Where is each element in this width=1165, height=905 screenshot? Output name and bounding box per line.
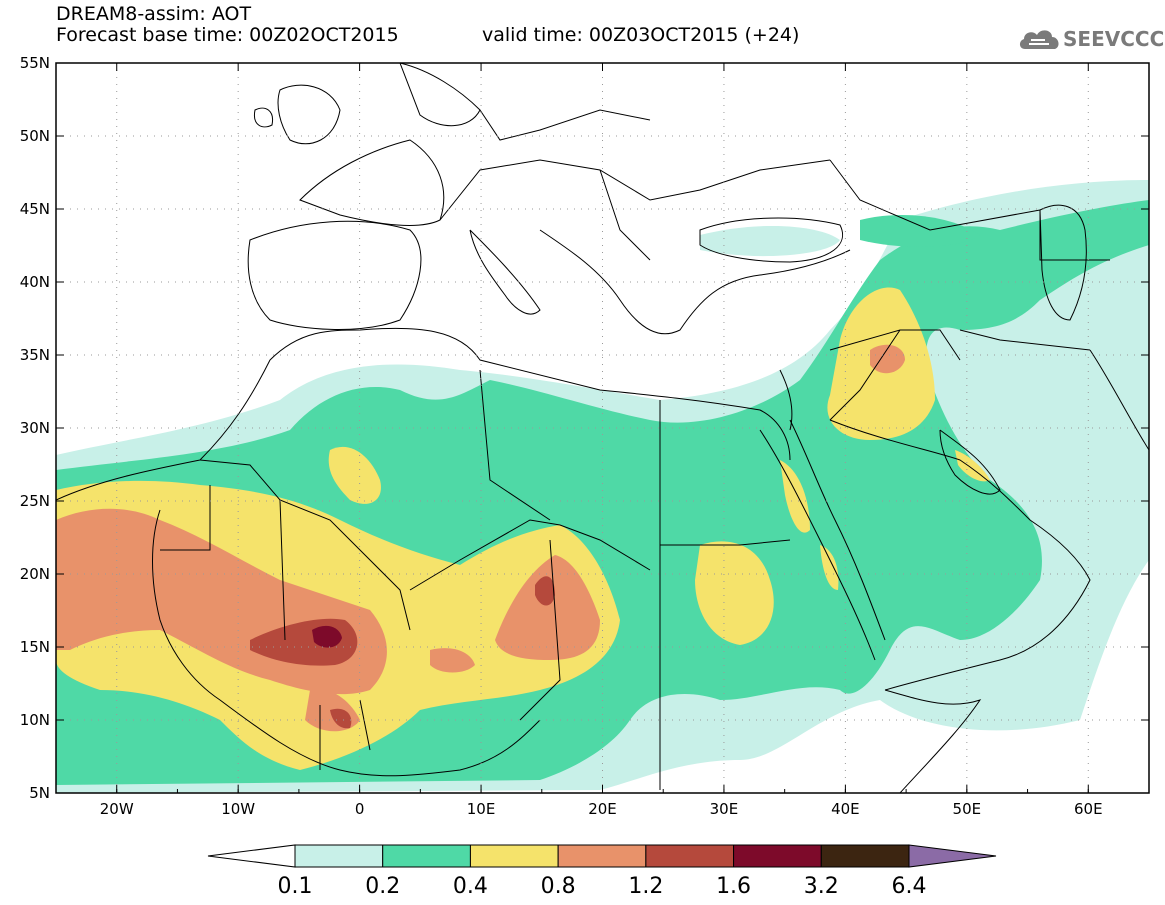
lon-label: 20E: [588, 800, 617, 818]
forecast-base-time: Forecast base time: 00Z02OCT2015: [56, 24, 399, 46]
colorbar-low-arrow: [207, 844, 296, 868]
colorbar-level-label: 6.4: [892, 874, 927, 899]
chart-title: DREAM8-assim: AOT: [56, 3, 252, 25]
aot-level-1-6: [312, 625, 342, 648]
lat-label: 25N: [20, 492, 50, 510]
axis-ticks: [55, 62, 1150, 794]
cloud-icon: [1019, 30, 1059, 49]
lon-label: 10E: [467, 800, 496, 818]
colorbar-box: [469, 844, 559, 868]
colorbar-level-label: 0.1: [278, 874, 313, 899]
lon-label: 0: [355, 800, 365, 818]
coastlines-and-borders: [56, 63, 1149, 793]
colorbar-box: [820, 844, 910, 868]
colorbar: [207, 844, 997, 868]
lon-label: 10W: [221, 800, 255, 818]
colorbar-level-label: 1.2: [628, 874, 663, 899]
valid-time: valid time: 00Z03OCT2015 (+24): [482, 24, 800, 46]
lat-label: 55N: [20, 54, 50, 72]
lon-label: 30E: [710, 800, 739, 818]
colorbar-level-label: 0.4: [453, 874, 488, 899]
lat-label: 15N: [20, 638, 50, 656]
colorbar-level-label: 0.2: [365, 874, 400, 899]
colorbar-box: [382, 844, 471, 868]
map-gridlines: [56, 63, 1149, 793]
lat-label: 5N: [29, 784, 50, 802]
longitude-labels: 20W 10W 0 10E 20E 30E 40E 50E 60E: [100, 800, 1103, 818]
colorbar-box: [294, 844, 384, 868]
lon-label: 20W: [100, 800, 134, 818]
colorbar-level-label: 1.6: [716, 874, 751, 899]
lat-label: 30N: [20, 419, 50, 437]
aot-contour-fields: [56, 180, 1149, 793]
colorbar-level-label: 3.2: [804, 874, 839, 899]
lat-label: 40N: [20, 273, 50, 291]
colorbar-box: [557, 844, 647, 868]
lat-label: 10N: [20, 711, 50, 729]
colorbar-box: [733, 844, 822, 868]
colorbar-labels: 0.1 0.2 0.4 0.8 1.2 1.6 3.2 6.4: [278, 874, 927, 899]
lon-label: 50E: [953, 800, 982, 818]
latitude-labels: 55N 50N 45N 40N 35N 30N 25N 20N 15N 10N 5N: [20, 54, 50, 802]
lat-label: 45N: [20, 200, 50, 218]
lat-label: 35N: [20, 346, 50, 364]
lat-label: 20N: [20, 565, 50, 583]
colorbar-box: [645, 844, 735, 868]
colorbar-level-label: 0.8: [541, 874, 576, 899]
logo-text: SEEVCCC: [1063, 27, 1165, 51]
lon-label: 40E: [831, 800, 860, 818]
lon-label: 60E: [1074, 800, 1103, 818]
colorbar-high-arrow: [908, 844, 997, 868]
lat-label: 50N: [20, 127, 50, 145]
